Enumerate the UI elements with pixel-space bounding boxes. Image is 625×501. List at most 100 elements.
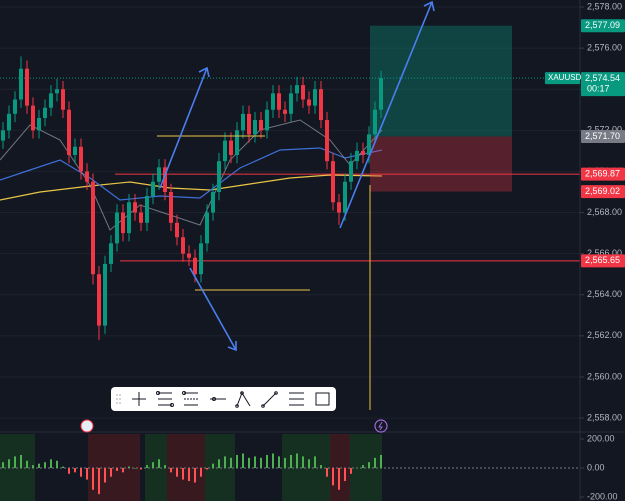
indicator-bar (74, 468, 76, 473)
candle-body (325, 120, 329, 162)
indicator-bar (104, 468, 106, 483)
event-flag[interactable] (374, 419, 388, 433)
indicator-bar (248, 457, 250, 468)
indicator-bar (152, 462, 154, 468)
candle-body (163, 167, 167, 192)
indicator-bar (266, 454, 268, 468)
candle-body (127, 202, 131, 234)
y-tick-label: 2,566.00 (587, 248, 622, 258)
candle-body (331, 161, 335, 203)
symbol-tag: XAUUSD (548, 73, 582, 82)
y-tick-label: 2,568.00 (587, 207, 622, 217)
candle-body (121, 212, 125, 234)
candle-body (25, 68, 29, 106)
candle-body (49, 93, 53, 108)
price-label: 2,569.87 (585, 168, 620, 178)
price-label: 2,574.54 (585, 73, 620, 83)
candle-body (187, 253, 191, 258)
candle-body (319, 89, 323, 121)
indicator-bar (182, 468, 184, 480)
fib-ext-tool[interactable] (182, 391, 199, 406)
indicator-bar (50, 459, 52, 468)
candle-body (7, 113, 11, 131)
candle-body (367, 134, 371, 155)
indicator-bar (86, 468, 88, 480)
indicator-bar (212, 463, 214, 468)
indicator-bar (122, 468, 124, 473)
y-tick-label: 2,572.00 (587, 125, 622, 135)
indicator-bar (260, 457, 262, 468)
event-flag[interactable] (80, 419, 94, 433)
price-label: 2,571.70 (585, 131, 620, 141)
trendline-tool[interactable] (261, 391, 278, 408)
event-flag-icon (378, 421, 383, 431)
candle-body (145, 196, 149, 223)
indicator-bar (32, 465, 34, 468)
indicator-bar (200, 468, 202, 477)
candle-body (139, 212, 143, 223)
y-tick-label: 2,560.00 (587, 371, 622, 381)
candle-body (373, 109, 377, 135)
candle-body (55, 89, 59, 94)
price-label-bg (581, 72, 625, 97)
indicator-bar (332, 468, 334, 486)
indicator-bar (326, 468, 328, 477)
moving-average (0, 147, 383, 201)
indicator-bar (356, 468, 358, 469)
indicator-bar (224, 456, 226, 468)
indicator-bar (62, 466, 64, 468)
indicator-bar (140, 468, 142, 470)
indicator-bar (8, 459, 10, 468)
candle-body (67, 109, 71, 155)
indicator-bar (218, 459, 220, 468)
indicator-bar (14, 456, 16, 468)
indicator-bar (236, 454, 238, 468)
indicator-bar (314, 456, 316, 468)
stop-zone (370, 136, 512, 192)
candle-body (175, 222, 179, 238)
y-tick-label: 2,562.00 (587, 330, 622, 340)
fib-tool[interactable] (156, 391, 174, 407)
path-tool[interactable] (235, 391, 251, 408)
indicator-bar (176, 468, 178, 477)
hline-tool[interactable] (210, 397, 226, 401)
candle-body (1, 130, 5, 141)
candle-body (103, 263, 107, 326)
y-tick-label: 2,578.00 (587, 1, 622, 11)
candle-body (247, 113, 251, 135)
candle-body (235, 130, 239, 155)
price-label-bg (581, 254, 625, 268)
indicator-bar (110, 468, 112, 477)
indicator-bar (242, 453, 244, 468)
indicator-tick-label: 200.00 (587, 433, 615, 443)
indicator-bar (338, 468, 340, 490)
candle-body (37, 117, 41, 131)
candle-body (361, 150, 365, 155)
candle-body (295, 85, 299, 94)
y-tick-label: 2,558.00 (587, 412, 622, 422)
candle-body (313, 89, 317, 106)
candle-body (259, 120, 263, 131)
arrows (159, 0, 435, 352)
candle-body (43, 107, 47, 118)
crosshair-tool[interactable] (132, 392, 146, 406)
indicator-bar (98, 468, 100, 495)
candle-body (337, 202, 341, 213)
indicator-bar (362, 465, 364, 468)
candle-body (151, 181, 155, 197)
indicator-tick-label: 0.00 (587, 462, 605, 472)
price-label-bg (581, 19, 625, 33)
candle-body (169, 191, 173, 223)
candle-body (241, 113, 245, 131)
drag-handle (116, 394, 121, 404)
y-tick-label: 2,564.00 (587, 289, 622, 299)
indicator-bar (278, 456, 280, 468)
indicator-bar (284, 457, 286, 468)
rectangle-tool[interactable] (315, 392, 330, 406)
parallel-tool[interactable] (289, 392, 304, 406)
candle-body (301, 85, 305, 100)
indicator-bar (368, 462, 370, 468)
price-label-bg (581, 185, 625, 199)
candle-body (289, 93, 293, 114)
